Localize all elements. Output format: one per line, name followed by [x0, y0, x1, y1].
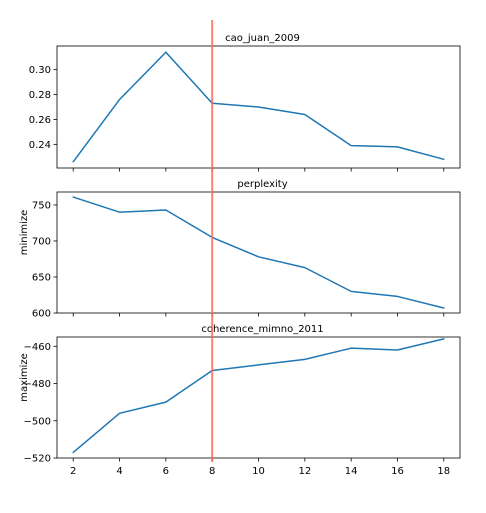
- y-tick-label: 600: [32, 309, 51, 320]
- data-point: [396, 146, 398, 148]
- subplot-title: cao_juan_2009: [225, 33, 300, 44]
- series-line: [72, 338, 445, 454]
- y-tick-label: −520: [24, 454, 51, 465]
- x-tick-label: 4: [116, 466, 122, 477]
- data-point: [443, 307, 445, 309]
- data-point: [350, 347, 352, 349]
- y-tick-label: 0.28: [29, 90, 51, 101]
- data-point: [304, 113, 306, 115]
- x-tick-label: 2: [70, 466, 76, 477]
- series-line: [72, 51, 445, 163]
- data-point: [118, 211, 120, 213]
- subplot-1: cao_juan_2009 0.24 0.26 0.28 0.30: [29, 33, 461, 172]
- data-point: [396, 295, 398, 297]
- data-point: [72, 196, 74, 198]
- y-tick-label: 700: [32, 236, 51, 247]
- data-point: [396, 349, 398, 351]
- data-point: [257, 106, 259, 108]
- x-tick-label: 12: [298, 466, 311, 477]
- x-tick-label: 16: [391, 466, 404, 477]
- x-tick-label: 8: [209, 466, 215, 477]
- x-tick-label: 14: [345, 466, 358, 477]
- y-tick-label: 750: [32, 200, 51, 211]
- y-tick-label: 0.26: [29, 115, 51, 126]
- y-tick-label: 650: [32, 272, 51, 283]
- y-axis-label: minimize: [19, 210, 30, 256]
- y-tick-label: −460: [24, 342, 51, 353]
- subplot-3: coherence_mimno_2011 maximize −520 −500 −480…: [19, 324, 461, 477]
- data-point: [165, 209, 167, 211]
- data-point: [304, 358, 306, 360]
- y-tick-label: −480: [24, 379, 51, 390]
- y-tick-label: 0.30: [29, 65, 51, 76]
- data-point: [257, 364, 259, 366]
- subplot-2: perplexity minimize 600 650 700 750: [19, 179, 461, 320]
- x-tick-label: 18: [437, 466, 450, 477]
- series-line: [72, 196, 445, 309]
- x-tick-label: 6: [163, 466, 169, 477]
- data-point: [350, 290, 352, 292]
- data-point: [118, 412, 120, 414]
- data-point: [72, 451, 74, 453]
- data-point: [165, 51, 167, 53]
- y-tick-label: −500: [24, 416, 51, 427]
- data-point: [72, 161, 74, 163]
- x-tick-label: 10: [252, 466, 265, 477]
- data-point: [257, 256, 259, 258]
- y-tick-label: 0.24: [29, 140, 51, 151]
- data-point: [350, 144, 352, 146]
- data-point: [304, 266, 306, 268]
- data-point: [443, 338, 445, 340]
- axes-frame: [56, 336, 461, 459]
- axes-frame: [56, 191, 461, 314]
- data-point: [443, 158, 445, 160]
- y-axis-label: maximize: [19, 353, 30, 402]
- chart-panels: cao_juan_2009 0.24 0.26 0.28 0.30 perplexity m…: [19, 20, 461, 477]
- data-point: [118, 98, 120, 100]
- subplot-title: coherence_mimno_2011: [201, 324, 323, 335]
- subplot-title: perplexity: [237, 179, 287, 190]
- data-point: [165, 401, 167, 403]
